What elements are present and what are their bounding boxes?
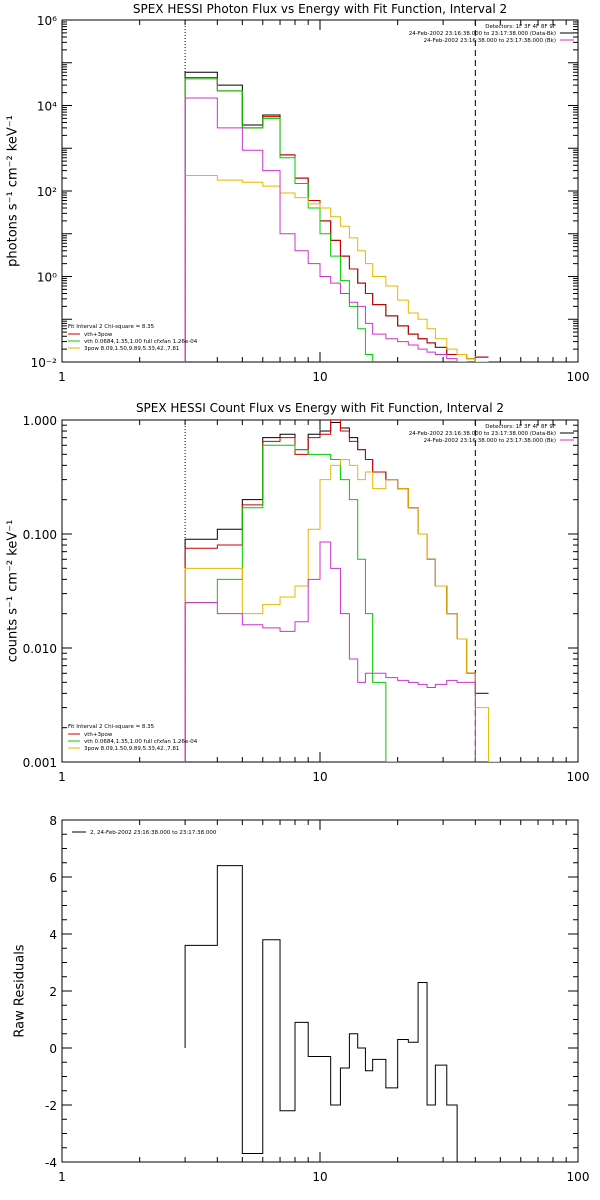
y-tick-label: 6: [49, 871, 57, 885]
chart-panel-1: SPEX HESSI Photon Flux vs Energy with Fi…: [6, 2, 590, 384]
x-tick-label: 100: [567, 1170, 590, 1184]
legend-right-entry: 24-Feb-2002 23:16:38.000 to 23:17:38.000…: [424, 38, 556, 44]
y-axis: 10⁻² 10⁰ 10² 10⁴ 10⁶: [31, 14, 578, 370]
y-tick-label: 10⁰: [37, 271, 57, 285]
y-tick-label: 0: [49, 1042, 57, 1056]
x-tick-label: 10: [312, 1170, 327, 1184]
legend-left-entry: vth+3pow: [84, 332, 113, 338]
plot-frame: [61, 19, 579, 363]
chart-panel-3: 1 10 100 -4 -2 0 2 4 6 8 Raw Residuals 2, 24-Feb-20…: [13, 814, 590, 1184]
y-tick-label: 0.010: [23, 642, 57, 656]
series-line-vth: [184, 78, 374, 362]
x-tick-label: 10: [312, 770, 327, 784]
chart-title: SPEX HESSI Count Flux vs Energy with Fit…: [136, 401, 504, 415]
legend-right-entry: Detectors: 1F 3F 4F 8F 9F: [485, 24, 556, 30]
legend-left-entry: vth 0.0684,1.35,1.00 full cfxfan 1.26e-0…: [84, 339, 198, 345]
y-tick-label: 10⁶: [37, 14, 57, 28]
x-tick-label: 10: [312, 370, 327, 384]
plot-frame: [61, 419, 579, 763]
legend-left-entry: vth+3pow: [84, 732, 113, 738]
y-tick-label: -2: [45, 1099, 57, 1113]
y-axis-label: photons s⁻¹ cm⁻² keV⁻¹: [6, 115, 21, 267]
legend-top-entry: 2, 24-Feb-2002 23:16:38.000 to 23:17:38.…: [90, 830, 217, 836]
legend-right-entry: 24-Feb-2002 23:16:38.000 to 23:17:38.000…: [409, 431, 556, 437]
series-line-vth-3pow: [184, 420, 489, 762]
y-tick-label: 0.100: [23, 528, 57, 542]
series-group: [184, 71, 489, 362]
y-tick-label: 8: [49, 814, 57, 828]
y-axis-label: counts s⁻¹ cm⁻² keV⁻¹: [6, 520, 21, 663]
x-tick-label: 1: [58, 770, 66, 784]
x-tick-label: 100: [567, 770, 590, 784]
x-axis: 1 10 100: [58, 820, 589, 1184]
series-line-3pow: [184, 175, 489, 362]
legend-left-entry: 3pow 8.09,1.50,9.89,5.33,42.,7.81: [84, 346, 179, 352]
y-tick-label: 1.000: [23, 414, 57, 428]
legend-left: Fit Interval 2 Chi-square = 8.35 vth+3pow…: [68, 724, 198, 752]
chart-panel-2: SPEX HESSI Count Flux vs Energy with Fit…: [6, 401, 590, 784]
y-tick-label: 2: [49, 985, 57, 999]
y-tick-label: 0.001: [23, 756, 57, 770]
legend-left-title: Fit Interval 2 Chi-square = 8.35: [68, 724, 155, 730]
series-line-residuals: [184, 865, 476, 1162]
x-tick-label: 100: [567, 370, 590, 384]
series-line-data: [184, 422, 489, 762]
legend-left-entry: vth 0.0684,1.35,1.00 full cfxfan 1.26e-0…: [84, 739, 198, 745]
y-tick-label: -4: [45, 1156, 57, 1170]
x-tick-label: 1: [58, 1170, 66, 1184]
legend-right-entry: 24-Feb-2002 23:16:38.000 to 23:17:38.000…: [424, 438, 556, 444]
series-line-bk: [184, 97, 468, 362]
series-line-vth-3pow: [184, 77, 489, 362]
y-axis: -4 -2 0 2 4 6 8: [45, 814, 578, 1170]
y-tick-label: 10²: [37, 185, 57, 199]
legend-left-title: Fit Interval 2 Chi-square = 8.35: [68, 324, 155, 330]
y-tick-label: 4: [49, 928, 57, 942]
legend-right-entry: 24-Feb-2002 23:16:38.000 to 23:17:38.000…: [409, 31, 556, 37]
legend-left: Fit Interval 2 Chi-square = 8.35 vth+3pow…: [68, 324, 198, 352]
y-axis: 0.001 0.010 0.100 1.000: [23, 414, 578, 770]
y-tick-label: 10⁴: [37, 100, 57, 114]
series-line-vth: [184, 444, 399, 762]
x-tick-label: 1: [58, 370, 66, 384]
series-group: [184, 420, 501, 762]
series-group: [184, 865, 476, 1162]
series-line-bk: [184, 541, 476, 762]
legend-right-entry: Detectors: 1F 3F 4F 8F 9F: [485, 424, 556, 430]
y-axis-label: Raw Residuals: [13, 944, 28, 1037]
y-tick-label: 10⁻²: [31, 356, 58, 370]
plot-frame: [61, 819, 579, 1163]
legend-top: 2, 24-Feb-2002 23:16:38.000 to 23:17:38.…: [72, 830, 217, 836]
series-line-3pow: [184, 459, 501, 762]
chart-title: SPEX HESSI Photon Flux vs Energy with Fi…: [133, 2, 507, 16]
x-axis: 1 10 100: [58, 420, 589, 784]
legend-left-entry: 3pow 8.09,1.50,9.89,5.33,42.,7.81: [84, 746, 179, 752]
